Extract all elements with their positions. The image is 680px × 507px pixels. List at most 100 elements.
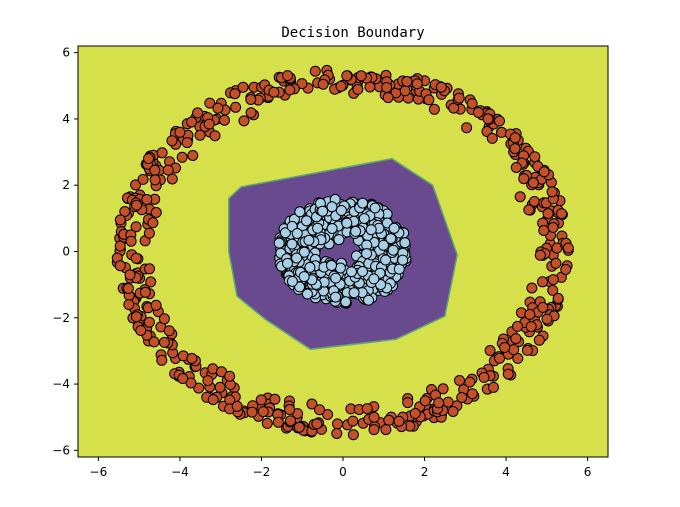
- scatter-point: [357, 197, 369, 209]
- scatter-point: [123, 299, 135, 311]
- scatter-point: [402, 397, 414, 409]
- scatter-point: [137, 173, 149, 185]
- scatter-point: [352, 83, 364, 95]
- scatter-point: [145, 276, 157, 288]
- scatter-point: [399, 237, 411, 249]
- y-tick-label: 0: [62, 245, 70, 259]
- scatter-point: [294, 281, 306, 293]
- scatter-point: [409, 408, 421, 419]
- scatter-point: [224, 370, 236, 382]
- scatter-point: [456, 392, 468, 403]
- scatter-point: [369, 202, 381, 214]
- scatter-point: [114, 260, 126, 272]
- scatter-point: [181, 137, 193, 149]
- scatter-point: [368, 411, 380, 423]
- scatter-point: [301, 215, 312, 227]
- scatter-point: [286, 275, 298, 287]
- y-tick-label: 4: [62, 112, 70, 126]
- scatter-point: [466, 388, 478, 400]
- scatter-point: [186, 116, 198, 128]
- scatter-point: [382, 92, 394, 104]
- scatter-point: [304, 261, 316, 273]
- scatter-point: [326, 260, 337, 271]
- scatter-point: [347, 415, 359, 427]
- scatter-point: [512, 320, 523, 332]
- scatter-point: [245, 107, 257, 119]
- scatter-point: [510, 162, 522, 173]
- scatter-point: [335, 205, 347, 216]
- scatter-point: [131, 199, 143, 211]
- scatter-point: [348, 287, 360, 299]
- scatter-point: [347, 429, 359, 441]
- scatter-point: [361, 403, 373, 415]
- scatter-point: [547, 284, 559, 296]
- scatter-point: [447, 406, 459, 417]
- y-tick-label: 2: [62, 178, 70, 192]
- scatter-point: [130, 179, 142, 191]
- scatter-point: [166, 173, 178, 185]
- scatter-point: [147, 217, 159, 229]
- scatter-point: [294, 206, 306, 218]
- scatter-point: [538, 166, 550, 178]
- scatter-point: [484, 345, 496, 356]
- scatter-point: [166, 135, 178, 147]
- x-tick-label: −6: [90, 465, 108, 479]
- series-class-1: [111, 64, 574, 441]
- scatter-point: [135, 325, 147, 336]
- axes: −6 −4 −2 0 2 4 6 −6 −4 −2 0 2 4 6: [52, 45, 609, 479]
- scatter-point: [393, 263, 405, 275]
- plot-area: [78, 46, 608, 457]
- scatter-point: [193, 382, 205, 394]
- scatter-point: [114, 214, 126, 226]
- scatter-point: [508, 344, 520, 356]
- scatter-point: [255, 394, 267, 406]
- scatter-point: [437, 383, 449, 395]
- scatter-point: [317, 78, 329, 90]
- scatter-point: [119, 206, 131, 217]
- scatter-point: [163, 325, 175, 337]
- scatter-point: [509, 143, 521, 155]
- y-tick-label: −6: [52, 443, 70, 457]
- scatter-point: [143, 153, 154, 165]
- scatter-point: [383, 414, 395, 426]
- scatter-point: [141, 194, 153, 205]
- scatter-point: [286, 238, 298, 250]
- scatter-point: [486, 132, 498, 144]
- scatter-point: [428, 103, 440, 115]
- scatter-point: [419, 395, 431, 407]
- scatter-point: [194, 129, 206, 141]
- scatter-point: [550, 257, 562, 269]
- scatter-point: [514, 191, 526, 203]
- scatter-point: [309, 65, 321, 77]
- scatter-point: [411, 78, 423, 90]
- scatter-point: [301, 288, 313, 300]
- scatter-point: [365, 224, 377, 236]
- scatter-point: [212, 102, 224, 114]
- scatter-point: [387, 244, 399, 256]
- scatter-point: [156, 354, 168, 366]
- scatter-point: [518, 173, 530, 185]
- x-tick-label: 2: [421, 465, 429, 479]
- scatter-point: [144, 263, 155, 275]
- scatter-point: [322, 409, 334, 420]
- scatter-point: [478, 371, 490, 383]
- scatter-point: [355, 70, 367, 82]
- scatter-point: [332, 418, 343, 430]
- scatter-point: [488, 381, 499, 393]
- scatter-point: [562, 242, 574, 254]
- scatter-point: [378, 239, 389, 251]
- scatter-point: [162, 164, 174, 176]
- scatter-point: [303, 234, 315, 246]
- scatter-point: [346, 266, 357, 278]
- scatter-point: [185, 377, 197, 389]
- scatter-point: [130, 311, 142, 323]
- scatter-point: [341, 217, 353, 229]
- scatter-point: [494, 352, 506, 364]
- scatter-point: [454, 375, 465, 386]
- scatter-point: [149, 164, 161, 176]
- scatter-point: [298, 271, 310, 283]
- scatter-point: [448, 102, 460, 114]
- x-tick-label: −4: [171, 465, 189, 479]
- x-tick-label: 4: [502, 465, 510, 479]
- x-tick-label: 0: [339, 465, 347, 479]
